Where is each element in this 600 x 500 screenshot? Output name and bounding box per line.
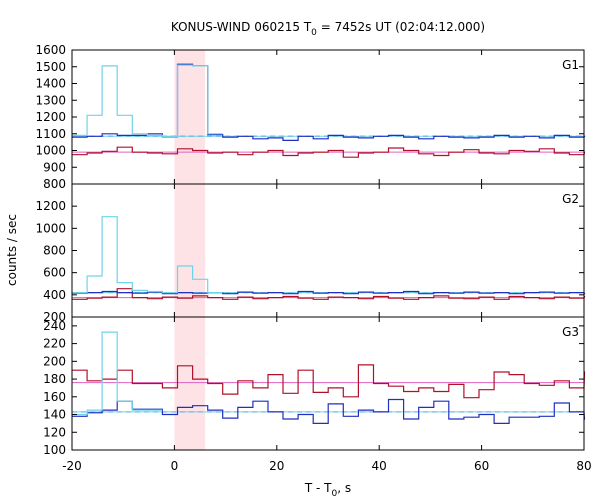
series-cyan-g2 bbox=[72, 216, 223, 294]
series-red-g2 bbox=[72, 288, 586, 300]
series-cyan-g3 bbox=[72, 331, 163, 416]
y-tick-label: 160 bbox=[43, 390, 66, 404]
panel-label-g1: G1 bbox=[562, 58, 579, 72]
y-axis-label: counts / sec bbox=[5, 214, 19, 286]
y-tick-label: 1000 bbox=[35, 221, 66, 235]
y-tick-label: 1200 bbox=[35, 199, 66, 213]
panel-g1 bbox=[72, 63, 586, 158]
y-tick-label: 1600 bbox=[35, 43, 66, 57]
series-layer bbox=[72, 63, 586, 424]
panel-g3 bbox=[72, 331, 586, 424]
y-tick-label: 240 bbox=[43, 319, 66, 333]
y-tick-label: 120 bbox=[43, 425, 66, 439]
y-tick-label: 800 bbox=[43, 177, 66, 191]
interval-shade bbox=[174, 50, 206, 450]
y-tick-label: 140 bbox=[43, 408, 66, 422]
panel-frames bbox=[71, 49, 585, 451]
y-tick-label: 180 bbox=[43, 372, 66, 386]
y-tick-label: 1500 bbox=[35, 60, 66, 74]
y-tick-label: 200 bbox=[43, 354, 66, 368]
panel-label-g3: G3 bbox=[562, 325, 579, 339]
series-red-g1 bbox=[72, 146, 586, 158]
y-tick-label: 1300 bbox=[35, 93, 66, 107]
tick-labels: 8009001000110012001300140015001600G12004… bbox=[35, 43, 591, 473]
x-tick-label: -20 bbox=[62, 459, 82, 473]
panel-g2 bbox=[72, 216, 586, 300]
series-cyan-g1 bbox=[72, 64, 223, 138]
x-tick-label: 60 bbox=[474, 459, 489, 473]
y-tick-label: 1000 bbox=[35, 144, 66, 158]
panel-frame-g1 bbox=[71, 49, 585, 185]
x-tick-label: 20 bbox=[269, 459, 284, 473]
y-tick-label: 1400 bbox=[35, 77, 66, 91]
y-tick-label: 220 bbox=[43, 337, 66, 351]
x-tick-label: 0 bbox=[171, 459, 179, 473]
chart-title: KONUS-WIND 060215 T0 = 7452s UT (02:04:1… bbox=[171, 20, 485, 38]
y-tick-label: 1100 bbox=[35, 127, 66, 141]
y-tick-label: 100 bbox=[43, 443, 66, 457]
y-tick-label: 1200 bbox=[35, 110, 66, 124]
series-blue-g3 bbox=[72, 398, 586, 424]
x-tick-label: 80 bbox=[576, 459, 591, 473]
y-tick-label: 400 bbox=[43, 288, 66, 302]
series-blue-g1 bbox=[72, 63, 586, 141]
panel-frame-g3 bbox=[71, 316, 585, 451]
trigger-interval-shading bbox=[174, 50, 206, 450]
series-red-g3 bbox=[72, 364, 586, 399]
x-tick-label: 40 bbox=[372, 459, 387, 473]
panel-label-g2: G2 bbox=[562, 192, 579, 206]
y-tick-label: 900 bbox=[43, 160, 66, 174]
x-axis-label: T - T0, s bbox=[304, 481, 351, 499]
y-tick-label: 800 bbox=[43, 244, 66, 258]
y-tick-label: 600 bbox=[43, 266, 66, 280]
y-tick-label: 200 bbox=[43, 310, 66, 324]
